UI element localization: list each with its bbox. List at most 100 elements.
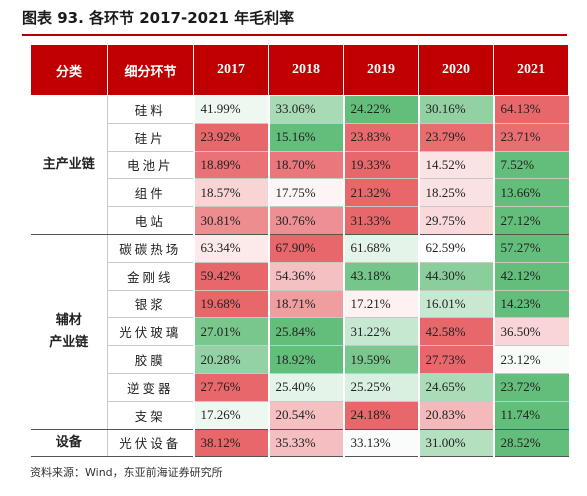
margin-value-cell: 24.18% [342,401,419,430]
margin-value-cell: 23.92% [192,123,269,152]
category-label: 设备 [55,434,82,450]
table-row: 组件 18.57% 17.75% 21.32% 18.25% 13.66% [31,178,569,208]
table-row: 主产业链 硅料 41.99% 33.06% 24.22% 30.16% 64.13% [30,95,569,235]
margin-value-cell: 67.90% [267,234,344,263]
margin-value-cell: 18.92% [267,345,344,374]
margin-value-cell: 18.70% [267,151,344,180]
margin-value-cell: 19.68% [192,290,269,319]
table-row: 逆变器 27.76% 25.40% 25.25% 24.65% 23.72% [31,373,569,402]
margin-value-cell: 15.16% [267,123,344,152]
margin-value-cell: 62.59% [417,234,494,263]
margin-value-cell: 31.00% [417,429,494,458]
sub-segment-cell: 电池片 [107,151,194,180]
header-year: 2020 [418,44,494,96]
table-row: 金刚线 59.42% 54.36% 43.18% 44.30% 42.12% [31,262,569,291]
margin-value-cell: 30.76% [267,206,344,235]
margin-value-cell: 31.33% [342,206,419,235]
margin-value-cell: 24.22% [342,95,419,124]
category-cell: 辅材 产业链 [30,234,108,430]
margin-value-cell: 23.12% [492,345,569,374]
header-category: 分类 [30,44,108,96]
margin-value-cell: 61.68% [342,234,419,263]
table-row: 电池片 18.89% 18.70% 19.33% 14.52% 7.52% [31,151,569,180]
margin-value-cell: 31.22% [342,317,419,347]
margin-value-cell: 27.01% [192,317,269,347]
margin-value-cell: 11.74% [492,401,569,430]
category-label: 产业链 [49,334,89,350]
margin-value-cell: 23.72% [492,373,569,402]
category-cell: 主产业链 [30,95,108,235]
margin-value-cell: 18.57% [192,178,269,208]
header-year: 2018 [268,44,344,96]
table-row: 辅材 产业链 碳碳热场 63.34% 67.90% 61.68% 62.59% 57.27% [30,234,569,430]
table-row: 硅片 23.92% 15.16% 23.83% 23.79% 23.71% [31,123,569,152]
margin-value-cell: 23.79% [417,123,494,152]
margin-value-cell: 29.75% [417,206,494,235]
sub-segment-cell: 支架 [107,401,194,430]
table-row: 电站 30.81% 30.76% 31.33% 29.75% 27.12% [31,206,569,235]
sub-segment-cell: 硅片 [107,123,194,152]
category-label: 辅材 [55,312,82,328]
sub-segment-cell: 光伏设备 [107,429,194,458]
margin-value-cell: 17.26% [192,401,269,430]
category-label: 主产业链 [42,156,95,172]
margin-value-cell: 30.16% [417,95,494,124]
sub-segment-cell: 胶膜 [107,345,194,374]
margin-value-cell: 20.83% [417,401,494,430]
margin-value-cell: 13.66% [492,178,569,208]
margin-value-cell: 64.13% [492,95,569,124]
margin-value-cell: 38.12% [192,429,269,458]
table-row: 设备 光伏设备 38.12% 35.33% 33.13% 31.00% 28.52% [30,429,569,458]
gross-margin-table: 分类 细分环节 2017 2018 2019 2020 2021 主产业链 硅料 4… [30,44,569,458]
margin-value-cell: 23.83% [342,123,419,152]
header-row: 分类 细分环节 2017 2018 2019 2020 2021 [30,44,569,96]
margin-value-cell: 7.52% [492,151,569,180]
margin-value-cell: 54.36% [267,262,344,291]
margin-value-cell: 27.12% [492,206,569,235]
margin-value-cell: 30.81% [192,206,269,235]
margin-value-cell: 44.30% [417,262,494,291]
margin-value-cell: 20.54% [267,401,344,430]
margin-value-cell: 16.01% [417,290,494,319]
table-row: 支架 17.26% 20.54% 24.18% 20.83% 11.74% [31,401,569,430]
margin-value-cell: 27.73% [417,345,494,374]
margin-value-cell: 42.12% [492,262,569,291]
margin-value-cell: 14.23% [492,290,569,319]
margin-value-cell: 35.33% [267,429,344,458]
margin-value-cell: 25.84% [267,317,344,347]
margin-value-cell: 43.18% [342,262,419,291]
margin-value-cell: 25.40% [267,373,344,402]
category-cell: 设备 [30,429,108,458]
margin-value-cell: 18.71% [267,290,344,319]
margin-value-cell: 17.75% [267,178,344,208]
source-note: 资料来源：Wind，东亚前海证券研究所 [30,466,223,479]
margin-value-cell: 33.06% [267,95,344,124]
margin-value-cell: 57.27% [492,234,569,263]
margin-value-cell: 63.34% [192,234,269,263]
margin-value-cell: 28.52% [492,429,569,458]
figure-title: 图表 93. 各环节 2017-2021 年毛利率 [22,9,295,27]
sub-segment-cell: 电站 [107,206,194,235]
margin-value-cell: 27.76% [192,373,269,402]
margin-value-cell: 24.65% [417,373,494,402]
margin-value-cell: 36.50% [492,317,569,347]
margin-value-cell: 59.42% [192,262,269,291]
sub-segment-cell: 光伏玻璃 [107,317,194,347]
sub-segment-cell: 银浆 [107,290,194,319]
margin-value-cell: 18.89% [192,151,269,180]
table-row: 光伏玻璃 27.01% 25.84% 31.22% 42.58% 36.50% [31,317,569,347]
header-year: 2021 [493,44,569,96]
margin-value-cell: 19.33% [342,151,419,180]
margin-value-cell: 41.99% [192,95,269,124]
margin-value-cell: 33.13% [342,429,419,458]
margin-value-cell: 21.32% [342,178,419,208]
margin-value-cell: 42.58% [417,317,494,347]
header-sub-segment: 细分环节 [107,44,194,96]
sub-segment-cell: 逆变器 [107,373,194,402]
margin-value-cell: 20.28% [192,345,269,374]
margin-value-cell: 25.25% [342,373,419,402]
margin-value-cell: 23.71% [492,123,569,152]
title-underline [22,34,567,36]
margin-value-cell: 17.21% [342,290,419,319]
sub-segment-cell: 硅料 [107,95,194,124]
